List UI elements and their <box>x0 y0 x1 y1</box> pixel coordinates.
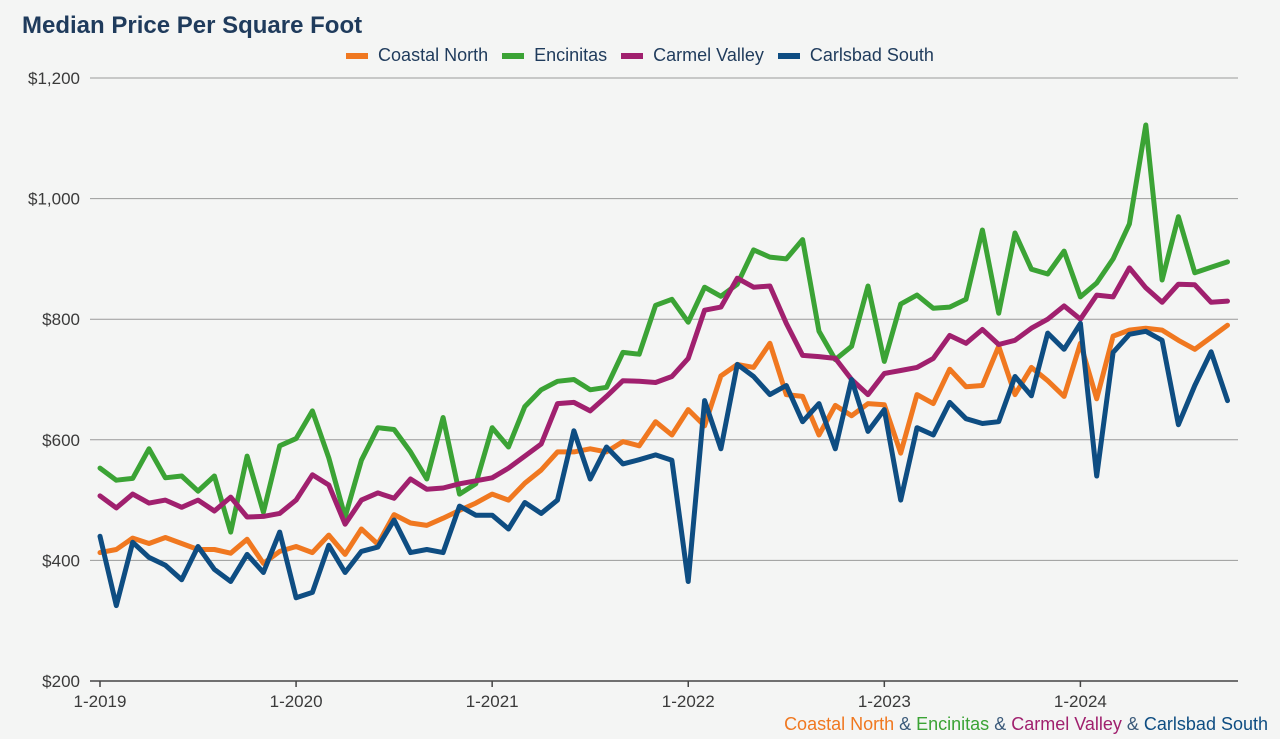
footer-part: & <box>1121 714 1144 734</box>
footer-part: Carlsbad South <box>1143 714 1268 734</box>
x-tick-label: 1-2022 <box>662 692 715 711</box>
y-tick-label: $600 <box>42 431 80 450</box>
y-tick-label: $400 <box>42 551 80 570</box>
series-line-carlsbad-south[interactable] <box>97 320 1230 609</box>
x-tick-label: 1-2024 <box>1054 692 1107 711</box>
legend-label-carlsbad-south: Carlsbad South <box>809 45 934 65</box>
series-lines <box>97 122 1230 609</box>
legend-swatch-carmel-valley <box>621 52 644 59</box>
legend-swatch-carlsbad-south <box>777 52 800 59</box>
y-tick-label: $1,200 <box>28 69 80 88</box>
legend-label-carmel-valley: Carmel Valley <box>653 45 764 65</box>
footer-part: & <box>894 714 917 734</box>
footer-part: & <box>989 714 1012 734</box>
y-tick-label: $200 <box>42 672 80 691</box>
legend-item-carlsbad-south[interactable]: Carlsbad South <box>777 45 934 66</box>
legend-swatch-encinitas <box>502 52 525 59</box>
footer-part: Coastal North <box>784 714 895 734</box>
x-tick-label: 1-2020 <box>270 692 323 711</box>
legend-item-encinitas[interactable]: Encinitas <box>502 45 607 66</box>
y-tick-label: $800 <box>42 310 80 329</box>
legend-swatch-coastal-north <box>346 52 369 59</box>
legend-item-coastal-north[interactable]: Coastal North <box>346 45 488 66</box>
y-tick-label: $1,000 <box>28 190 80 209</box>
legend-item-carmel-valley[interactable]: Carmel Valley <box>621 45 764 66</box>
x-axis: 1-2019 1-2020 1-2021 1-2022 1-2023 1-2024 <box>74 681 1107 711</box>
series-line-coastal-north[interactable] <box>97 322 1230 566</box>
series-line-carmel-valley[interactable] <box>97 265 1230 527</box>
footer-part: Encinitas <box>916 714 990 734</box>
chart-footer: Coastal North & Encinitas & Carmel Valle… <box>784 714 1268 735</box>
legend-label-coastal-north: Coastal North <box>378 45 489 65</box>
x-tick-label: 1-2021 <box>466 692 519 711</box>
series-line-encinitas[interactable] <box>97 122 1230 535</box>
chart-title: Median Price Per Square Foot <box>22 12 363 39</box>
x-tick-label: 1-2019 <box>74 692 127 711</box>
footer-part: Carmel Valley <box>1011 714 1122 734</box>
legend-label-encinitas: Encinitas <box>534 45 608 65</box>
chart-legend: Coastal North Encinitas Carmel Valley Ca… <box>0 45 1280 66</box>
y-axis-ticks: $200 $400 $600 $800 $1,000 $1,200 <box>28 69 80 691</box>
x-tick-label: 1-2023 <box>858 692 911 711</box>
